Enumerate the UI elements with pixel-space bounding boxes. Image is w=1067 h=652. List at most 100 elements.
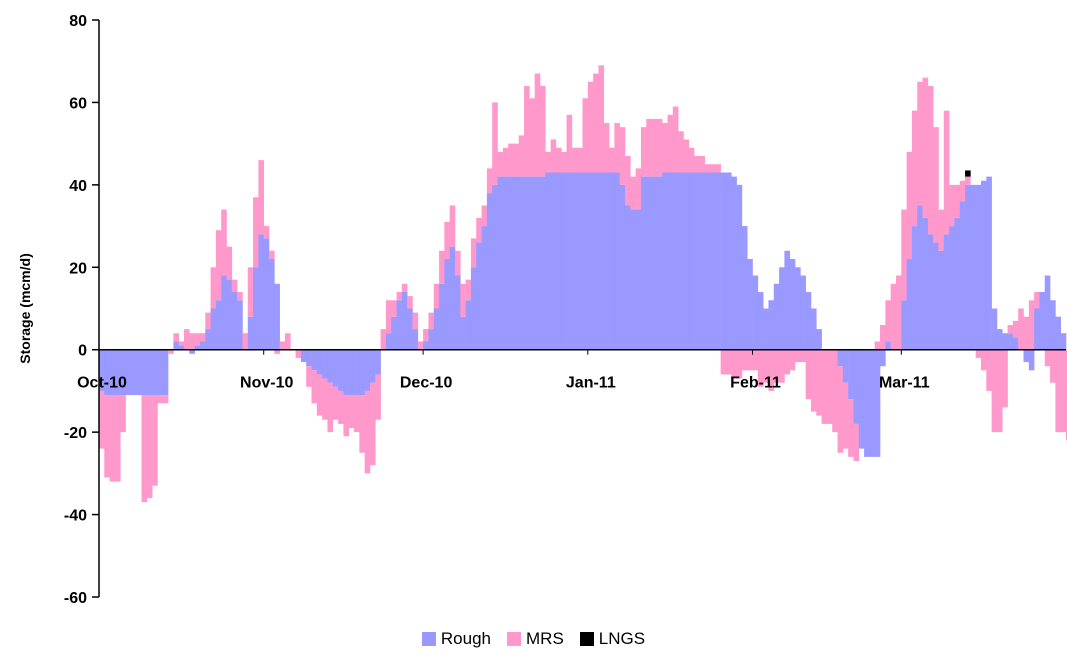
- y-tick-label: -40: [64, 508, 87, 525]
- mrs-bar: [338, 390, 344, 424]
- rough-bar: [300, 349, 307, 363]
- rough-bar: [630, 209, 636, 350]
- rough-bar: [699, 172, 706, 350]
- legend-label: LNGS: [598, 629, 646, 648]
- x-tick-label: Oct-10: [77, 375, 127, 392]
- rough-bar: [401, 292, 408, 350]
- mrs-bar: [189, 333, 195, 350]
- rough-bar: [348, 349, 355, 396]
- rough-bar: [375, 349, 381, 375]
- rough-bar: [194, 345, 201, 350]
- rough-bar: [269, 259, 275, 350]
- rough-bar: [529, 176, 535, 350]
- rough-bar: [571, 172, 578, 350]
- rough-bar: [497, 176, 504, 350]
- rough-bar: [359, 349, 365, 396]
- rough-bar: [1007, 333, 1014, 350]
- mrs-bar: [880, 324, 886, 350]
- x-tick-label: Dec-10: [400, 375, 453, 392]
- mrs-bar: [168, 349, 174, 354]
- mrs-bar: [699, 156, 706, 173]
- mrs-bar: [688, 147, 695, 173]
- rough-bar: [954, 217, 961, 350]
- rough-bar: [874, 349, 881, 457]
- mrs-bar: [577, 147, 583, 173]
- mrs-bar: [157, 395, 164, 404]
- mrs-bar: [284, 333, 291, 350]
- mrs-bar: [513, 143, 520, 177]
- rough-bar: [965, 184, 971, 350]
- mrs-bar: [954, 184, 961, 218]
- mrs-bar: [497, 151, 504, 177]
- rough-bar: [226, 279, 233, 350]
- rough-bar: [704, 172, 711, 350]
- mrs-bar: [1002, 349, 1008, 408]
- x-tick-label: Feb-11: [730, 375, 781, 392]
- mrs-bar: [539, 85, 546, 177]
- rough-bar: [625, 205, 631, 350]
- y-tick-label: 80: [69, 13, 87, 30]
- rough-bar: [763, 308, 769, 350]
- rough-bar: [364, 349, 371, 391]
- rough-bar: [423, 341, 429, 350]
- mrs-bar: [911, 110, 918, 227]
- storage-chart: -60 -40 -20 0 20 40 60 80 Oct-10 Nov-10 Dec-10 Jan…: [17, 13, 1067, 607]
- legend-item: MRS: [507, 629, 564, 649]
- mrs-bar: [704, 164, 711, 173]
- rough-bar: [513, 176, 520, 350]
- rough-bar: [99, 349, 105, 391]
- rough-bar: [848, 349, 854, 400]
- rough-bar: [1039, 292, 1046, 350]
- rough-bar: [534, 176, 541, 350]
- mrs-bar: [566, 114, 573, 173]
- x-tick-label: Mar-11: [879, 375, 930, 392]
- rough-bar: [120, 349, 126, 396]
- rough-bar: [784, 250, 791, 350]
- mrs-bar: [146, 395, 153, 499]
- rough-bar: [593, 172, 599, 350]
- mrs-bar: [614, 123, 620, 173]
- mrs-bar: [938, 209, 945, 251]
- mrs-bar: [800, 349, 806, 363]
- mrs-bar: [396, 292, 403, 301]
- mrs-bar: [114, 395, 121, 482]
- rough-bar: [970, 184, 976, 350]
- rough-bar: [688, 172, 695, 350]
- rough-bar: [678, 172, 684, 350]
- mrs-bar: [906, 151, 913, 260]
- mrs-bar: [832, 349, 838, 433]
- rough-bar: [1023, 349, 1030, 363]
- mrs-bar: [545, 151, 551, 173]
- rough-bar: [736, 184, 743, 350]
- rough-bar: [428, 329, 435, 350]
- mrs-bar: [295, 349, 302, 358]
- mrs-bar: [646, 118, 652, 177]
- rough-bar: [385, 333, 392, 350]
- rough-bar: [667, 172, 674, 350]
- mrs-bar: [231, 279, 238, 293]
- mrs-bar: [731, 349, 737, 379]
- mrs-bar: [162, 395, 169, 404]
- rough-bar: [1034, 308, 1040, 350]
- rough-bar: [152, 349, 158, 396]
- mrs-bar: [853, 423, 860, 461]
- mrs-bar: [508, 143, 514, 177]
- rough-bar: [141, 349, 148, 396]
- mrs-bar: [598, 65, 605, 173]
- mrs-bar: [380, 329, 387, 350]
- rough-bar: [561, 172, 567, 350]
- mrs-bar: [348, 395, 355, 429]
- mrs-bar: [364, 390, 371, 474]
- mrs-bar: [141, 395, 148, 503]
- rough-bar: [550, 172, 557, 350]
- mrs-bar: [651, 118, 658, 177]
- mrs-bar: [369, 382, 376, 466]
- rough-bar: [800, 275, 806, 350]
- mrs-bar: [1034, 292, 1040, 309]
- mrs-bar: [178, 341, 185, 346]
- rough-bar: [470, 267, 477, 350]
- mrs-bar: [980, 349, 987, 371]
- rough-bar: [975, 184, 982, 350]
- mrs-bar: [439, 250, 445, 284]
- rough-bar: [125, 349, 132, 396]
